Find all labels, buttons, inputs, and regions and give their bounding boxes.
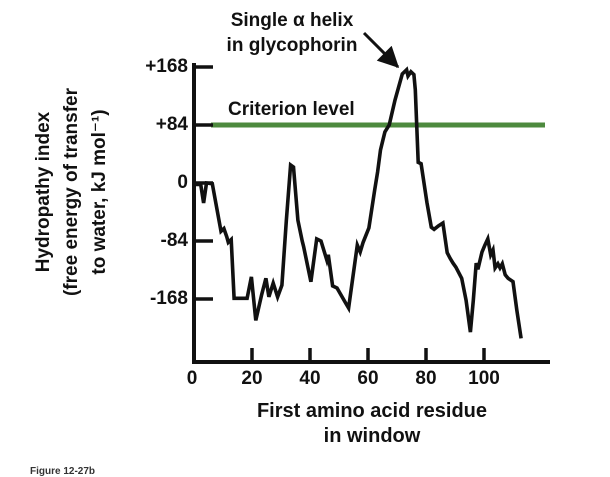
x-tick-label-40: 40 (299, 368, 321, 389)
x-axis-title-line1: First amino acid residue (256, 400, 488, 422)
x-tick-label-100: 100 (468, 368, 500, 389)
y-tick-label-84pos: +84 (155, 114, 188, 135)
y-tick-label-0: 0 (177, 172, 188, 193)
x-axis-title: First amino acid residue in window (232, 399, 512, 449)
y-axis-title-line1: Hydropathy index (33, 111, 54, 273)
figure-caption: Figure 12-27b (30, 466, 96, 477)
annotation-arrow-icon (362, 31, 400, 69)
x-axis-title-line2: in window (323, 425, 421, 447)
x-tick-label-0: 0 (186, 368, 198, 389)
peak-annotation-line1: Single α helix (230, 10, 354, 31)
y-tick-label-84neg: -84 (160, 230, 188, 251)
x-tick-label-60: 60 (357, 368, 379, 389)
y-axis-title-line2: (free energy of transfer (61, 88, 82, 297)
x-axis-ticks (250, 348, 486, 362)
hydropathy-curve (194, 66, 523, 339)
x-tick-label-20: 20 (241, 368, 263, 389)
y-tick-label-168neg: -168 (149, 288, 188, 309)
y-tick-label-168pos: +168 (145, 56, 188, 77)
peak-annotation: Single α helix in glycophorin (197, 8, 387, 58)
x-tick-label-80: 80 (415, 368, 437, 389)
criterion-level-label: Criterion level (228, 99, 355, 120)
peak-annotation-line2: in glycophorin (226, 35, 358, 56)
